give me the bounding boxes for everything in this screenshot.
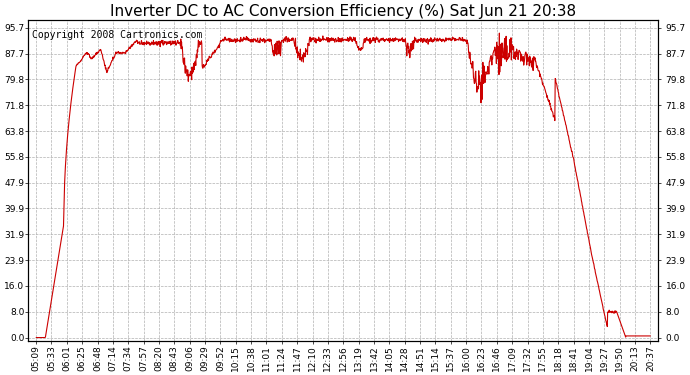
Text: Copyright 2008 Cartronics.com: Copyright 2008 Cartronics.com — [32, 30, 202, 40]
Title: Inverter DC to AC Conversion Efficiency (%) Sat Jun 21 20:38: Inverter DC to AC Conversion Efficiency … — [110, 4, 576, 19]
